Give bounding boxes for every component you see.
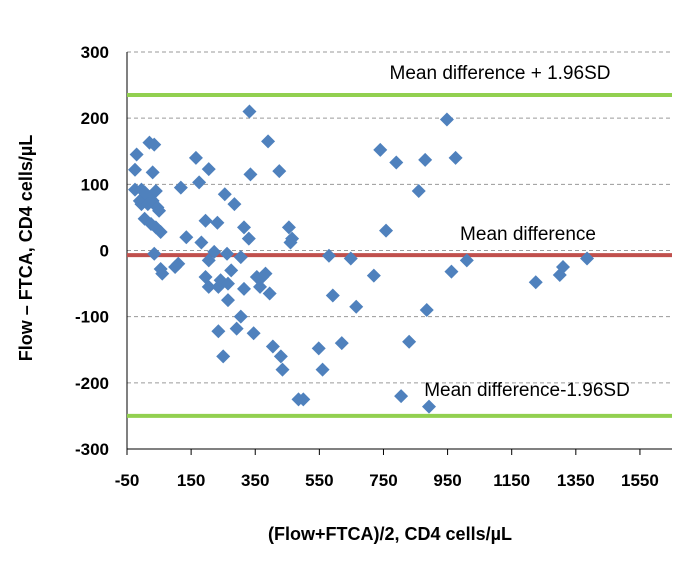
x-tick-label: 150 — [177, 471, 205, 490]
data-point — [411, 183, 426, 198]
data-point — [220, 293, 235, 308]
data-point — [210, 215, 225, 230]
data-point — [198, 213, 213, 228]
x-tick-label: 1150 — [493, 471, 530, 490]
y-tick-label: -300 — [75, 440, 109, 459]
reference-line-label: Mean difference — [460, 224, 596, 245]
data-point — [325, 288, 340, 303]
data-point — [129, 147, 144, 162]
data-point — [246, 326, 261, 341]
data-point — [147, 137, 162, 152]
data-point — [281, 220, 296, 235]
data-point — [237, 281, 252, 296]
data-point — [229, 321, 244, 336]
data-point — [201, 162, 216, 177]
data-point — [241, 231, 256, 246]
data-point — [192, 175, 207, 190]
y-axis-title: Flow – FTCA, CD4 cells/µL — [16, 135, 36, 361]
data-point — [233, 309, 248, 324]
data-point — [419, 303, 434, 318]
data-point — [147, 246, 162, 261]
y-tick-label: 0 — [100, 242, 109, 261]
data-point — [201, 279, 216, 294]
data-point — [556, 260, 570, 275]
data-point — [296, 392, 311, 407]
data-point — [173, 180, 188, 195]
data-point — [179, 230, 194, 245]
data-point — [580, 251, 595, 266]
data-point — [224, 263, 239, 278]
x-tick-label: -50 — [115, 471, 140, 490]
data-point — [444, 264, 459, 279]
reference-line-label: Mean difference-1.96SD — [424, 380, 630, 401]
data-point — [418, 152, 433, 167]
data-point — [145, 165, 160, 180]
data-points — [128, 104, 595, 414]
data-point — [211, 324, 226, 339]
data-point — [389, 155, 404, 170]
data-point — [311, 341, 326, 356]
data-point — [421, 399, 436, 414]
reference-line-label: Mean difference + 1.96SD — [390, 63, 611, 84]
x-tick-label: 1550 — [621, 471, 659, 490]
data-point — [275, 362, 290, 377]
data-point — [152, 203, 167, 218]
data-point — [349, 299, 364, 314]
data-point — [402, 334, 417, 349]
x-tick-label: 350 — [241, 471, 269, 490]
data-point — [285, 231, 300, 246]
data-point — [439, 112, 454, 127]
data-point — [220, 246, 235, 261]
data-point — [128, 162, 143, 177]
x-tick-label: 1350 — [557, 471, 595, 490]
data-point — [315, 362, 330, 377]
y-tick-label: -100 — [75, 308, 109, 327]
data-point — [262, 286, 277, 301]
reference-line-labels: Mean difference + 1.96SD Mean difference M… — [390, 63, 630, 401]
data-point — [321, 248, 336, 263]
data-point — [220, 276, 235, 291]
data-point — [334, 336, 349, 351]
data-point — [394, 389, 409, 404]
data-point — [148, 183, 163, 198]
data-point — [373, 142, 388, 157]
x-tick-label: 550 — [305, 471, 333, 490]
data-point — [207, 244, 222, 259]
data-point — [379, 223, 394, 238]
x-tick-labels: -50 150 350 550 750 950 1150 1350 1550 — [115, 449, 659, 490]
data-point — [261, 134, 276, 149]
data-point — [237, 220, 252, 235]
data-point — [528, 275, 543, 290]
y-tick-label: 200 — [81, 109, 109, 128]
y-tick-label: -200 — [75, 374, 109, 393]
data-point — [343, 251, 358, 266]
data-point — [188, 150, 203, 165]
data-point — [201, 253, 216, 268]
data-point — [217, 187, 232, 202]
data-point — [194, 235, 209, 250]
y-tick-label: 100 — [81, 175, 109, 194]
data-point — [273, 349, 288, 364]
data-point — [258, 266, 273, 281]
data-point — [233, 250, 248, 265]
data-point — [459, 253, 474, 268]
x-tick-label: 950 — [433, 471, 461, 490]
y-tick-labels: 300 200 100 0 -100 -200 -300 — [75, 43, 109, 459]
data-point — [216, 349, 231, 364]
data-point — [227, 197, 242, 212]
data-point — [242, 104, 257, 119]
data-point — [153, 224, 168, 239]
data-point — [448, 150, 463, 165]
data-point — [153, 262, 168, 277]
x-tick-label: 750 — [369, 471, 397, 490]
data-point — [243, 167, 258, 182]
data-point — [272, 164, 287, 179]
data-point — [171, 256, 186, 271]
x-axis-title: (Flow+FTCA)/2, CD4 cells/µL — [268, 524, 512, 544]
data-point — [366, 268, 381, 283]
data-point — [265, 339, 280, 354]
data-point — [253, 279, 268, 294]
y-tick-label: 300 — [81, 43, 109, 62]
